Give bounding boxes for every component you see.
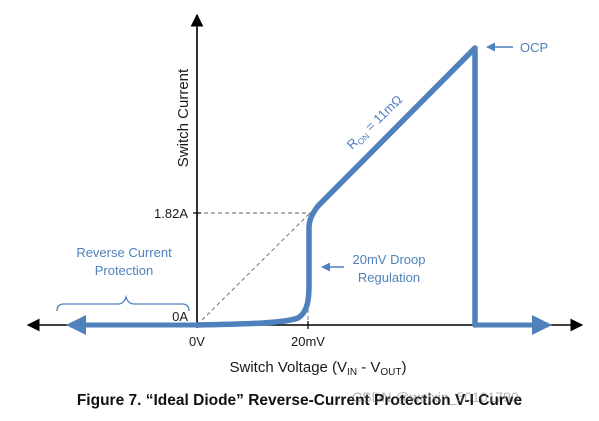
figure-caption: Figure 7. “Ideal Diode” Reverse-Current … xyxy=(76,392,523,409)
y-tick-label-0a: 0A xyxy=(172,309,188,324)
guide-diagonal xyxy=(196,212,311,326)
x-tick-label-0v: 0V xyxy=(189,334,205,349)
x-axis-label: Switch Voltage (VIN - VOUT) xyxy=(229,359,406,378)
droop-label-line1: 20mV Droop xyxy=(353,252,426,267)
vi-curve xyxy=(194,45,478,328)
y-tick-label-1p82a: 1.82A xyxy=(154,206,188,221)
droop-label-line2: Regulation xyxy=(358,270,420,285)
reverse-current-label-line1: Reverse Current xyxy=(76,245,172,260)
x-tick-label-20mv: 20mV xyxy=(291,334,325,349)
ocp-label: OCP xyxy=(520,40,548,55)
reverse-current-label-line2: Protection xyxy=(95,263,154,278)
y-axis-label: Switch Current xyxy=(175,68,192,167)
watermark: CSDN @weixin_50101790 xyxy=(352,389,519,405)
reverse-current-brace xyxy=(56,294,190,312)
